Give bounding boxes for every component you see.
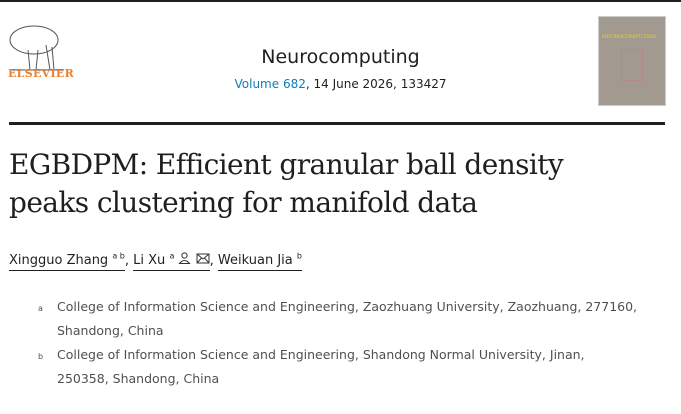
elsevier-tree-logo[interactable] [8, 20, 68, 80]
affiliation: a College of Information Science and Engi… [38, 295, 638, 343]
author-affiliation-sup: a [169, 252, 175, 261]
volume-link[interactable]: Volume 682 [234, 77, 306, 91]
person-icon [178, 252, 192, 265]
email-icon [196, 253, 210, 264]
author-name: Xingguo Zhang [9, 253, 109, 269]
article-title: EGBDPM: Efficient granular ball density … [9, 148, 564, 219]
author-affiliation-sup: a b [112, 252, 125, 261]
journal-title[interactable]: Neurocomputing [261, 46, 420, 68]
elsevier-logo-text: ELSEVIER [8, 67, 75, 80]
affiliation-label: b [38, 352, 44, 361]
affiliation-label: a [38, 304, 43, 313]
header-divider [9, 122, 665, 125]
author-link[interactable]: Xingguo Zhang a b [9, 252, 125, 272]
author-name: Li Xu [133, 253, 166, 269]
affiliation: b College of Information Science and Engi… [38, 343, 638, 391]
author-affiliation-sup: b [296, 252, 302, 261]
cover-title: NEUROCOMPUTING [602, 34, 657, 40]
separator: , [209, 253, 214, 269]
top-bar [0, 0, 681, 2]
volume-info: Volume 682, 14 June 2026, 133427 [0, 77, 681, 91]
author-link[interactable]: Weikuan Jia b [217, 252, 302, 272]
issue-date: , 14 June 2026, 133427 [305, 77, 447, 91]
author-link[interactable]: Li Xu a [133, 252, 210, 272]
author-list: Xingguo Zhang a b, Li Xu a , Weikuan Jia… [9, 252, 302, 272]
author-name: Weikuan Jia [217, 253, 293, 269]
affiliation-text: College of Information Science and Engin… [57, 347, 585, 386]
affiliation-text: College of Information Science and Engin… [57, 299, 638, 338]
cover-graphic [621, 49, 643, 81]
separator: , [124, 253, 130, 269]
journal-cover-image[interactable]: NEUROCOMPUTING [598, 16, 666, 106]
